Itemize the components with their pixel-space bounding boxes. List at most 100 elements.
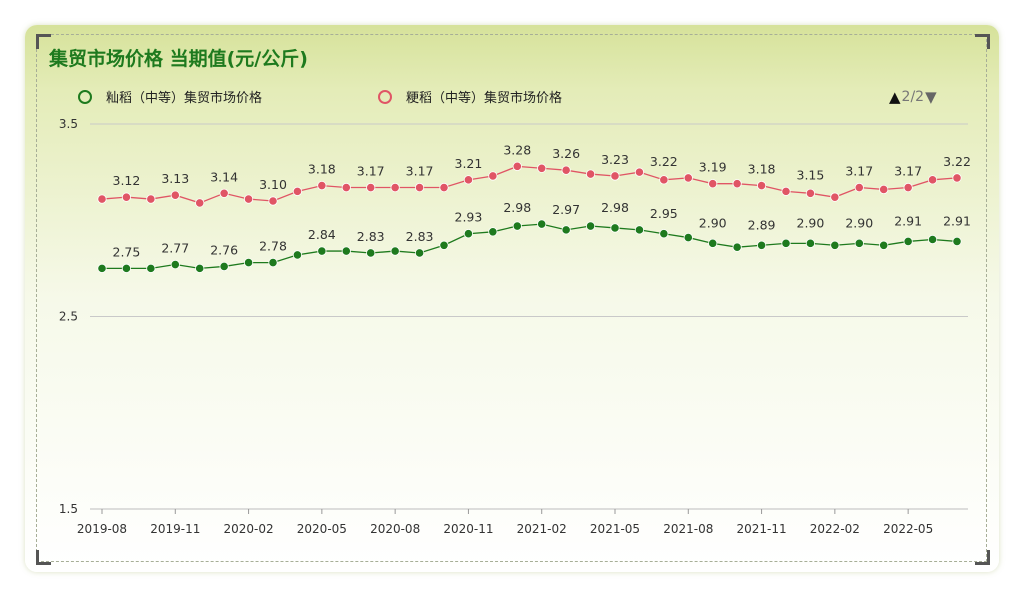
data-point[interactable]	[585, 221, 596, 231]
data-point[interactable]	[292, 186, 303, 196]
data-point[interactable]	[512, 221, 522, 231]
chart-frame	[36, 34, 987, 562]
data-point[interactable]	[219, 261, 229, 272]
data-label: 3.18	[748, 162, 776, 177]
x-tick-label: 2021-08	[663, 522, 713, 536]
legend-item-series-1[interactable]: 籼稻（中等）集贸市场价格	[78, 87, 262, 106]
data-point[interactable]	[488, 171, 498, 181]
data-point[interactable]	[879, 240, 889, 250]
data-point[interactable]	[610, 223, 620, 233]
data-label: 3.17	[845, 164, 873, 179]
x-tick-label: 2020-02	[224, 522, 274, 536]
data-point[interactable]	[537, 219, 547, 229]
data-point[interactable]	[830, 192, 840, 202]
data-point[interactable]	[952, 236, 962, 247]
data-point[interactable]	[195, 198, 205, 208]
data-point[interactable]	[121, 263, 132, 273]
data-point[interactable]	[366, 248, 376, 258]
data-point[interactable]	[243, 194, 254, 204]
data-point[interactable]	[756, 181, 767, 191]
x-tick-label: 2021-11	[737, 522, 787, 536]
data-point[interactable]	[903, 182, 913, 193]
data-point[interactable]	[341, 246, 351, 256]
data-point[interactable]	[610, 171, 620, 181]
x-tick-label: 2019-08	[77, 522, 127, 536]
data-point[interactable]	[756, 240, 767, 250]
data-point[interactable]	[634, 167, 645, 177]
corner-decoration	[975, 34, 990, 49]
page-up-icon[interactable]: ▲	[889, 88, 901, 106]
data-point[interactable]	[927, 175, 938, 185]
data-point[interactable]	[585, 169, 596, 179]
data-point[interactable]	[537, 163, 547, 173]
data-point[interactable]	[927, 234, 938, 245]
corner-decoration	[36, 34, 51, 49]
data-point[interactable]	[830, 240, 840, 250]
data-point[interactable]	[854, 182, 864, 193]
x-tick-label: 2020-08	[370, 522, 420, 536]
data-point[interactable]	[268, 257, 278, 268]
data-point[interactable]	[243, 257, 254, 268]
y-tick-label: 3.5	[59, 117, 78, 131]
data-point[interactable]	[121, 192, 132, 202]
data-point[interactable]	[317, 246, 327, 256]
data-point[interactable]	[170, 259, 180, 270]
data-point[interactable]	[732, 179, 742, 189]
data-point[interactable]	[659, 175, 669, 185]
data-point[interactable]	[805, 238, 816, 248]
data-point[interactable]	[683, 173, 693, 183]
data-point[interactable]	[732, 242, 742, 252]
data-point[interactable]	[781, 186, 791, 196]
data-point[interactable]	[170, 190, 180, 200]
data-label: 2.91	[943, 214, 971, 229]
data-label: 2.77	[161, 241, 189, 256]
page-down-icon[interactable]: ▼	[925, 88, 937, 106]
data-point[interactable]	[195, 263, 205, 273]
data-point[interactable]	[97, 263, 107, 273]
legend-item-series-2[interactable]: 粳稻（中等）集贸市场价格	[378, 87, 562, 106]
page-indicator: 2/2	[901, 89, 925, 105]
x-tick-label: 2020-05	[297, 522, 347, 536]
legend-pager: ▲ 2/2 ▼	[889, 88, 937, 106]
data-point[interactable]	[414, 248, 425, 258]
data-label: 3.22	[943, 154, 971, 169]
data-point[interactable]	[903, 236, 913, 247]
data-point[interactable]	[439, 182, 449, 193]
data-point[interactable]	[463, 229, 474, 239]
data-point[interactable]	[341, 182, 351, 193]
data-point[interactable]	[561, 225, 571, 235]
data-point[interactable]	[463, 175, 474, 185]
data-point[interactable]	[659, 229, 669, 239]
data-point[interactable]	[268, 196, 278, 206]
data-point[interactable]	[97, 194, 107, 204]
chart-panel	[25, 25, 999, 572]
data-point[interactable]	[390, 246, 400, 256]
data-point[interactable]	[439, 240, 449, 250]
data-label: 3.19	[699, 160, 727, 175]
data-point[interactable]	[219, 188, 229, 198]
data-point[interactable]	[146, 194, 156, 204]
x-tick-label: 2021-02	[517, 522, 567, 536]
x-tick-label: 2019-11	[150, 522, 200, 536]
data-point[interactable]	[488, 227, 498, 237]
data-point[interactable]	[805, 188, 816, 198]
data-point[interactable]	[414, 182, 425, 193]
data-point[interactable]	[952, 173, 962, 183]
data-point[interactable]	[708, 238, 718, 248]
y-tick-label: 2.5	[59, 310, 78, 324]
data-point[interactable]	[854, 238, 864, 248]
corner-decoration	[36, 550, 51, 565]
data-point[interactable]	[390, 182, 400, 193]
data-point[interactable]	[708, 179, 718, 189]
data-point[interactable]	[292, 250, 303, 260]
data-point[interactable]	[146, 263, 156, 273]
data-point[interactable]	[366, 182, 376, 193]
data-point[interactable]	[317, 181, 327, 191]
data-point[interactable]	[634, 225, 645, 235]
legend-label: 粳稻（中等）集贸市场价格	[406, 91, 563, 106]
data-point[interactable]	[512, 161, 522, 171]
data-point[interactable]	[561, 165, 571, 175]
data-point[interactable]	[879, 184, 889, 195]
data-point[interactable]	[781, 238, 791, 248]
data-point[interactable]	[683, 232, 693, 243]
